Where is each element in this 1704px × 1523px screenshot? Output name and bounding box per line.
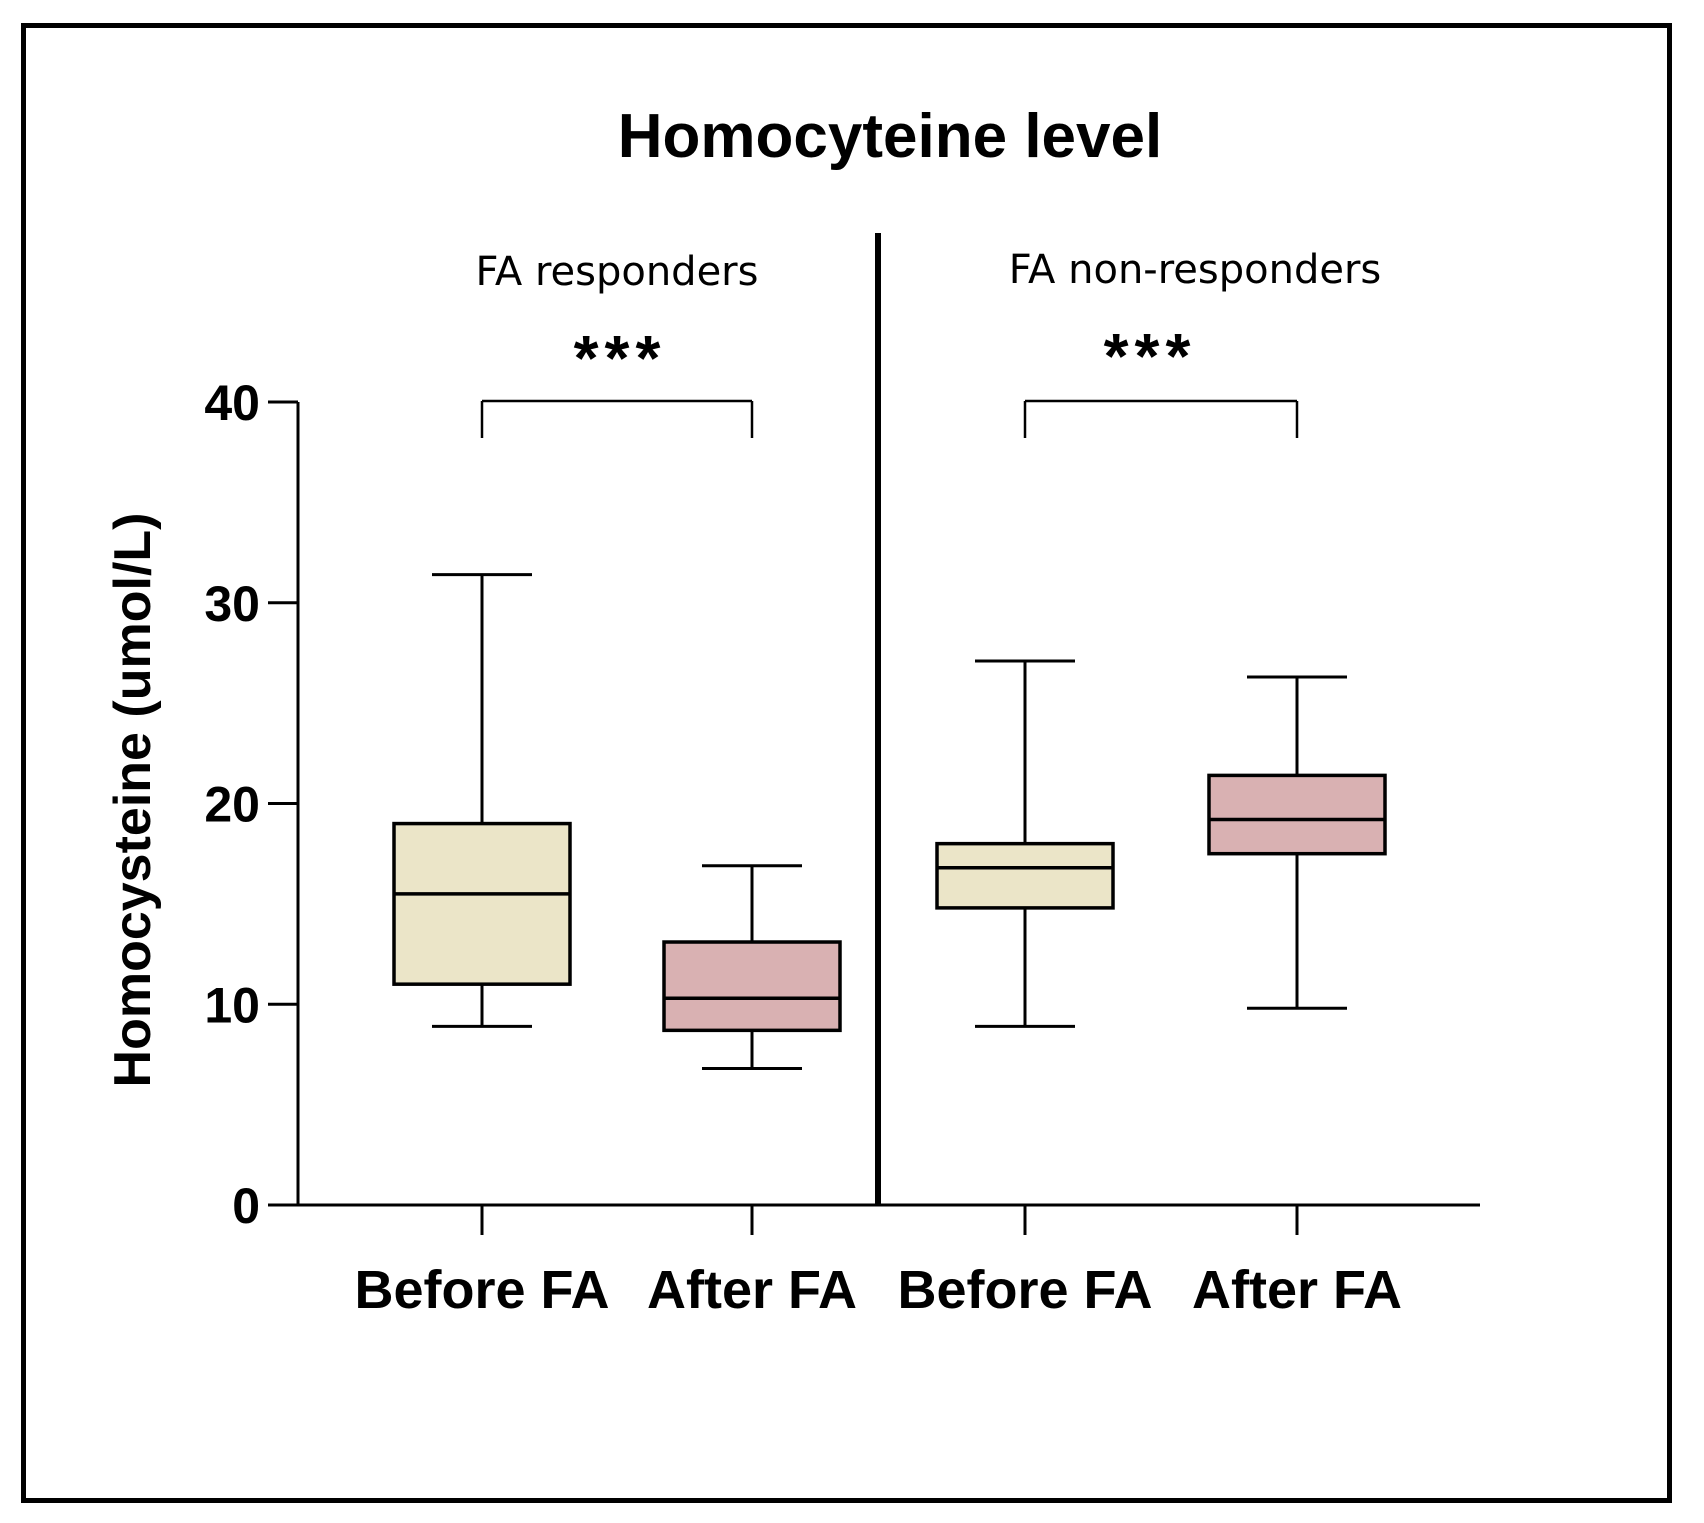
x-category-label-p1-b1: After FA: [1192, 1260, 1402, 1320]
box-p1-b0: [935, 841, 1115, 910]
panel-label-responders: FA responders: [476, 249, 759, 295]
x-category-label-p0-b1: After FA: [647, 1260, 857, 1320]
y-tick-label-40: 40: [204, 375, 260, 431]
panel-label-non-responders: FA non-responders: [1009, 247, 1382, 293]
y-tick-label-20: 20: [204, 777, 260, 833]
chart-title: Homocyteine level: [618, 102, 1162, 171]
significance-label-non-responders: ***: [1104, 320, 1197, 392]
y-tick-label-30: 30: [204, 576, 260, 632]
x-category-label-p1-b0: Before FA: [897, 1260, 1152, 1320]
y-axis-label: Homocysteine (umol/L): [104, 513, 162, 1088]
box-p0-b1: [662, 940, 842, 1033]
y-tick-label-10: 10: [204, 977, 260, 1033]
box-p1-b1: [1207, 773, 1387, 856]
y-tick-label-0: 0: [232, 1178, 260, 1234]
figure-frame: [21, 23, 1672, 1503]
box-p0-b0: [392, 821, 572, 986]
significance-label-responders: ***: [574, 322, 667, 394]
x-category-label-p0-b0: Before FA: [354, 1260, 609, 1320]
